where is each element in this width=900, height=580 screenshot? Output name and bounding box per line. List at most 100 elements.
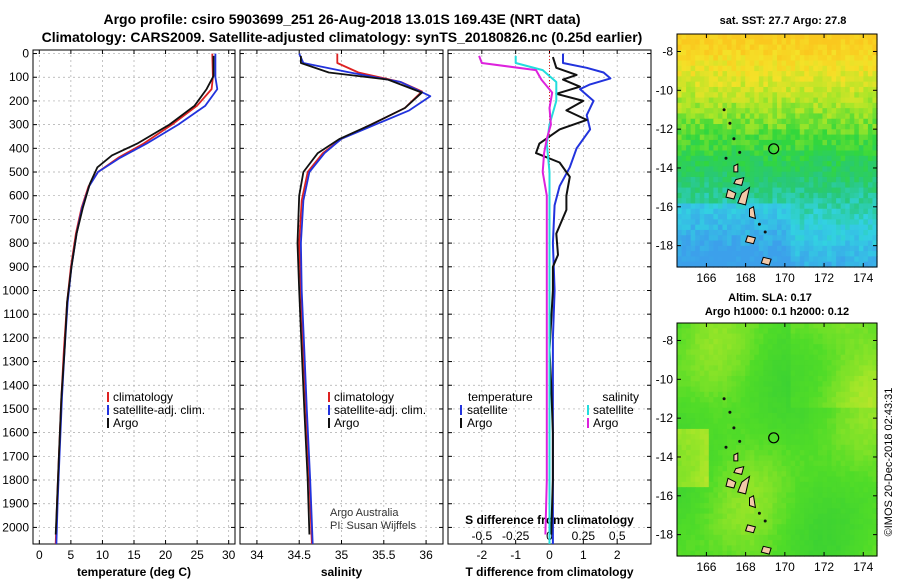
sla-map-cell	[749, 418, 755, 425]
sst-map-cell	[858, 108, 864, 115]
sst-map-cell	[686, 176, 692, 183]
sla-map-cell	[863, 344, 869, 351]
sst-map-cell	[722, 39, 728, 46]
sst-map-cell	[731, 49, 737, 56]
sst-map-cell	[790, 198, 796, 205]
sla-map-cell	[717, 487, 724, 494]
sla-map-cell	[686, 323, 692, 329]
sst-map-cell	[690, 235, 696, 242]
sst-map-cell	[872, 245, 878, 252]
sla-map-cell	[731, 370, 737, 377]
sla-map-cell	[686, 333, 692, 340]
sla-map-cell	[845, 518, 851, 525]
sst-map-cell	[808, 44, 814, 51]
sla-map-cell	[849, 545, 855, 552]
sst-map-cell	[804, 92, 810, 99]
sla-map-cell	[799, 508, 805, 515]
sst-map-cell	[699, 208, 705, 215]
sst-map-cell	[690, 261, 696, 268]
sla-map-cell	[754, 518, 760, 525]
sst-map-cell	[690, 60, 696, 67]
sst-map-cell	[831, 60, 837, 67]
sla-map-cell	[695, 471, 701, 478]
sla-map-cell	[745, 391, 751, 398]
sst-map-cell	[763, 118, 769, 125]
sla-map-cell	[849, 333, 855, 340]
sla-map-cell	[804, 328, 810, 335]
sla-map-cell	[836, 439, 842, 446]
sla-map-cell	[786, 381, 792, 388]
depth-tick-label: 500	[9, 165, 29, 179]
sst-map-cell	[845, 139, 851, 146]
sst-map-cell	[831, 187, 837, 194]
sla-map-cell	[699, 550, 705, 557]
sst-map-cell	[808, 261, 814, 268]
sla-map-cell	[858, 428, 864, 435]
sla-map-cell	[736, 344, 742, 351]
sst-map-cell	[872, 129, 878, 136]
sst-map-cell	[681, 108, 687, 115]
sst-map-cell	[822, 161, 828, 167]
sla-island	[749, 495, 757, 509]
sst-map-cell	[717, 229, 724, 236]
sst-map-cell	[708, 155, 714, 162]
sst-map-cell	[804, 34, 810, 40]
sla-map-cell	[749, 450, 755, 456]
sst-map-cell	[754, 118, 760, 125]
sst-map-cell	[749, 129, 755, 136]
sst-map-cell	[822, 55, 828, 62]
sla-map-cell	[686, 550, 692, 557]
sla-map-cell	[827, 434, 833, 441]
sst-map-cell	[686, 55, 692, 62]
sla-map-cell	[804, 423, 810, 430]
sst-map-cell	[708, 113, 714, 120]
sst-map-cell	[740, 108, 746, 115]
sla-map-cell	[686, 402, 692, 409]
sst-map-cell	[722, 102, 728, 109]
sst-map-cell	[740, 235, 746, 242]
sst-map-cell	[749, 76, 755, 83]
sla-map-cell	[677, 524, 683, 531]
sla-map-cell	[845, 476, 851, 483]
sla-map-cell	[713, 423, 719, 430]
sla-map-cell	[704, 487, 710, 494]
sst-map-cell	[713, 49, 719, 56]
temp-xaxis-label: temperature (deg C)	[77, 565, 191, 579]
sla-map-cell	[772, 513, 778, 520]
sla-map-cell	[695, 518, 701, 525]
sla-map-cell	[736, 354, 742, 361]
sst-map-cell	[681, 39, 687, 46]
sst-map-cell	[681, 198, 687, 205]
sst-map-cell	[863, 245, 869, 252]
sst-map-cell	[863, 86, 869, 93]
sla-islet	[724, 445, 728, 449]
sla-map-cell	[736, 460, 742, 467]
sla-map-cell	[836, 513, 842, 520]
sla-map-cell	[740, 413, 746, 419]
sst-map-cell	[777, 251, 783, 258]
sst-map-cell	[845, 155, 851, 162]
sst-map-cell	[708, 92, 714, 99]
sst-map-cell	[713, 102, 719, 109]
sst-map-cell	[840, 245, 846, 252]
sst-map-cell	[695, 71, 701, 77]
sla-map-cell	[708, 455, 714, 462]
sla-map-cell	[845, 344, 851, 351]
diff-s-xtick-label: -0.5	[471, 529, 492, 543]
sst-map-cell	[695, 76, 701, 83]
sst-map-cell	[686, 198, 692, 205]
sst-map-cell	[863, 60, 869, 67]
sst-map-cell	[767, 108, 774, 115]
sla-map-cell	[717, 492, 724, 499]
sst-map-cell	[831, 261, 837, 268]
sla-map-cell	[690, 497, 696, 504]
sla-map-cell	[713, 407, 719, 414]
sst-map-cell	[786, 261, 792, 268]
sla-map-cell	[872, 344, 878, 351]
sla-map-cell	[695, 391, 701, 398]
sla-map-cell	[758, 397, 764, 404]
sst-map-cell	[795, 256, 801, 263]
sst-map-cell	[813, 256, 819, 263]
sst-map-cell	[736, 139, 742, 146]
diff-s-xtick-label: 0.25	[572, 529, 596, 543]
